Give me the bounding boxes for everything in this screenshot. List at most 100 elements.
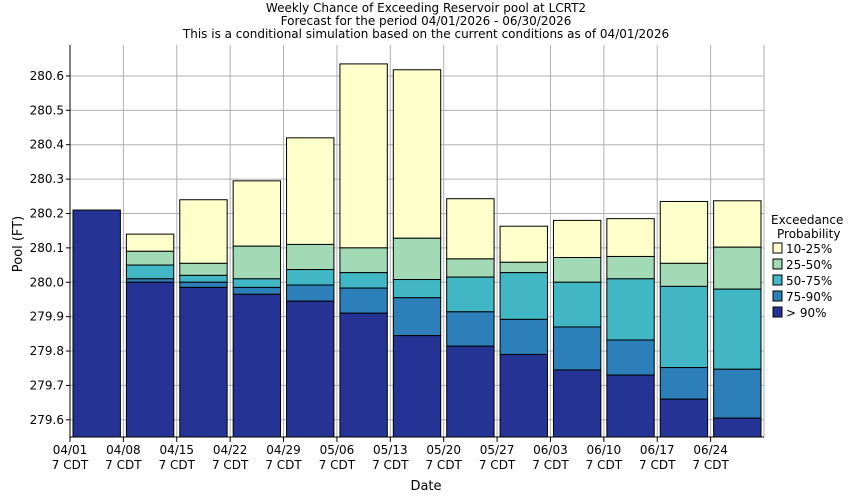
x-tick-time: 7 CDT	[159, 458, 196, 472]
bar-segment-75-90	[392, 297, 442, 337]
bar-segment-50-75	[125, 264, 175, 280]
legend-entry-label: 50-75%	[786, 274, 832, 288]
bar-segment-25-50	[179, 262, 228, 276]
bar-segment-75-90	[232, 286, 282, 295]
legend-swatch	[772, 274, 783, 286]
bar-segment-75-90	[713, 368, 762, 419]
bar-segment-50-75	[446, 276, 495, 313]
bar-stack-05-20	[446, 198, 495, 438]
x-tick-date: 05/27	[480, 443, 515, 457]
bar-segment-10-25	[339, 63, 388, 249]
x-axis-label: Date	[410, 479, 441, 494]
bar-segment-90	[552, 369, 602, 438]
legend-title-line-1: Exceedance	[771, 213, 843, 227]
bar-segment-25-50	[552, 257, 602, 283]
bar-stack-04-08	[125, 233, 175, 438]
bar-segment-25-50	[659, 262, 709, 287]
bar-segment-75-90	[339, 287, 388, 314]
legend-entry-label: > 90%	[786, 306, 827, 320]
bar-segment-10-25	[713, 200, 762, 248]
bar-segment-90	[392, 335, 442, 438]
x-tick-time: 7 CDT	[532, 458, 569, 472]
bar-stack-05-27	[499, 225, 548, 438]
bar-series	[72, 63, 762, 438]
legend-entry-label: 75-90%	[786, 290, 832, 304]
y-axis-ticks: 279.6 279.7 279.8 279.9 280.0 280.1 280.2 280.3…	[30, 69, 70, 427]
x-tick-date: 05/20	[426, 443, 461, 457]
bar-segment-25-50	[232, 245, 282, 280]
x-tick-date: 06/24	[693, 443, 728, 457]
y-tick-label: 280.6	[30, 69, 64, 83]
x-tick-date: 06/10	[587, 443, 622, 457]
y-tick-label: 280.1	[30, 241, 64, 255]
legend-swatch	[772, 306, 783, 318]
x-tick-time: 7 CDT	[586, 458, 623, 472]
x-tick-date: 06/17	[640, 443, 675, 457]
bar-segment-75-90	[446, 311, 495, 347]
bar-segment-10-25	[125, 233, 175, 252]
bar-segment-10-25	[552, 219, 602, 259]
y-tick-label: 280.2	[30, 206, 64, 220]
bar-segment-90	[125, 281, 175, 438]
bar-stack-05-06	[339, 63, 388, 438]
bar-segment-75-90	[499, 318, 548, 355]
bar-segment-10-25	[286, 137, 335, 245]
bar-segment-10-25	[499, 225, 548, 263]
bar-segment-90	[446, 345, 495, 438]
bar-stack-06-17	[659, 200, 709, 438]
bar-segment-75-90	[125, 278, 175, 283]
chart-title-line-3: This is a conditional simulation based o…	[182, 27, 669, 41]
bar-segment-25-50	[446, 258, 495, 278]
bar-segment-90	[232, 293, 282, 438]
x-tick-time: 7 CDT	[105, 458, 142, 472]
y-tick-label: 279.7	[30, 378, 64, 392]
bar-segment-75-90	[179, 281, 228, 288]
bar-segment-10-25	[659, 200, 709, 264]
x-tick-time: 7 CDT	[479, 458, 516, 472]
bar-segment-90	[499, 353, 548, 438]
y-tick-label: 280.0	[30, 275, 64, 289]
bar-segment-25-50	[606, 255, 655, 280]
x-tick-time: 7 CDT	[212, 458, 249, 472]
bar-segment-25-50	[125, 250, 175, 266]
bar-segment-25-50	[713, 246, 762, 290]
bar-segment-50-75	[286, 269, 335, 286]
bar-segment-25-50	[499, 261, 548, 274]
bar-segment-25-50	[286, 243, 335, 271]
chart-title-line-2: Forecast for the period 04/01/2026 - 06/…	[281, 14, 572, 28]
x-tick-date: 06/03	[533, 443, 568, 457]
y-axis-label: Pool (FT)	[11, 216, 26, 272]
x-tick-date: 04/01	[53, 443, 88, 457]
bar-segment-10-25	[179, 199, 228, 264]
x-tick-time: 7 CDT	[639, 458, 676, 472]
bar-segment-90	[179, 286, 228, 438]
bar-segment-50-75	[713, 288, 762, 370]
bar-stack-04-15	[179, 199, 228, 438]
bar-segment-50-75	[339, 272, 388, 289]
bar-segment-90	[286, 300, 335, 438]
bar-segment-50-75	[499, 272, 548, 320]
x-tick-date: 04/08	[106, 443, 141, 457]
x-tick-time: 7 CDT	[425, 458, 462, 472]
bar-stack-06-03	[552, 219, 602, 438]
bar-segment-10-25	[392, 69, 442, 239]
bar-segment-75-90	[552, 326, 602, 371]
bar-segment-10-25	[232, 180, 282, 247]
bar-stack-04-01	[72, 209, 121, 438]
bar-segment-50-75	[392, 279, 442, 299]
x-tick-time: 7 CDT	[52, 458, 89, 472]
x-tick-date: 05/13	[373, 443, 408, 457]
y-tick-label: 280.5	[30, 103, 64, 117]
bar-segment-90	[72, 209, 121, 438]
bar-segment-90	[659, 398, 709, 438]
y-tick-label: 280.4	[30, 138, 64, 152]
bar-stack-06-10	[606, 218, 655, 438]
legend: Exceedance Probability 10-25% 25-50% 50-75…	[771, 213, 843, 320]
bar-segment-50-75	[606, 278, 655, 341]
legend-entry-label: 10-25%	[786, 242, 832, 256]
legend-entry-label: 25-50%	[786, 258, 832, 272]
x-tick-date: 04/15	[159, 443, 194, 457]
bar-segment-50-75	[232, 278, 282, 288]
legend-swatch	[772, 258, 783, 270]
